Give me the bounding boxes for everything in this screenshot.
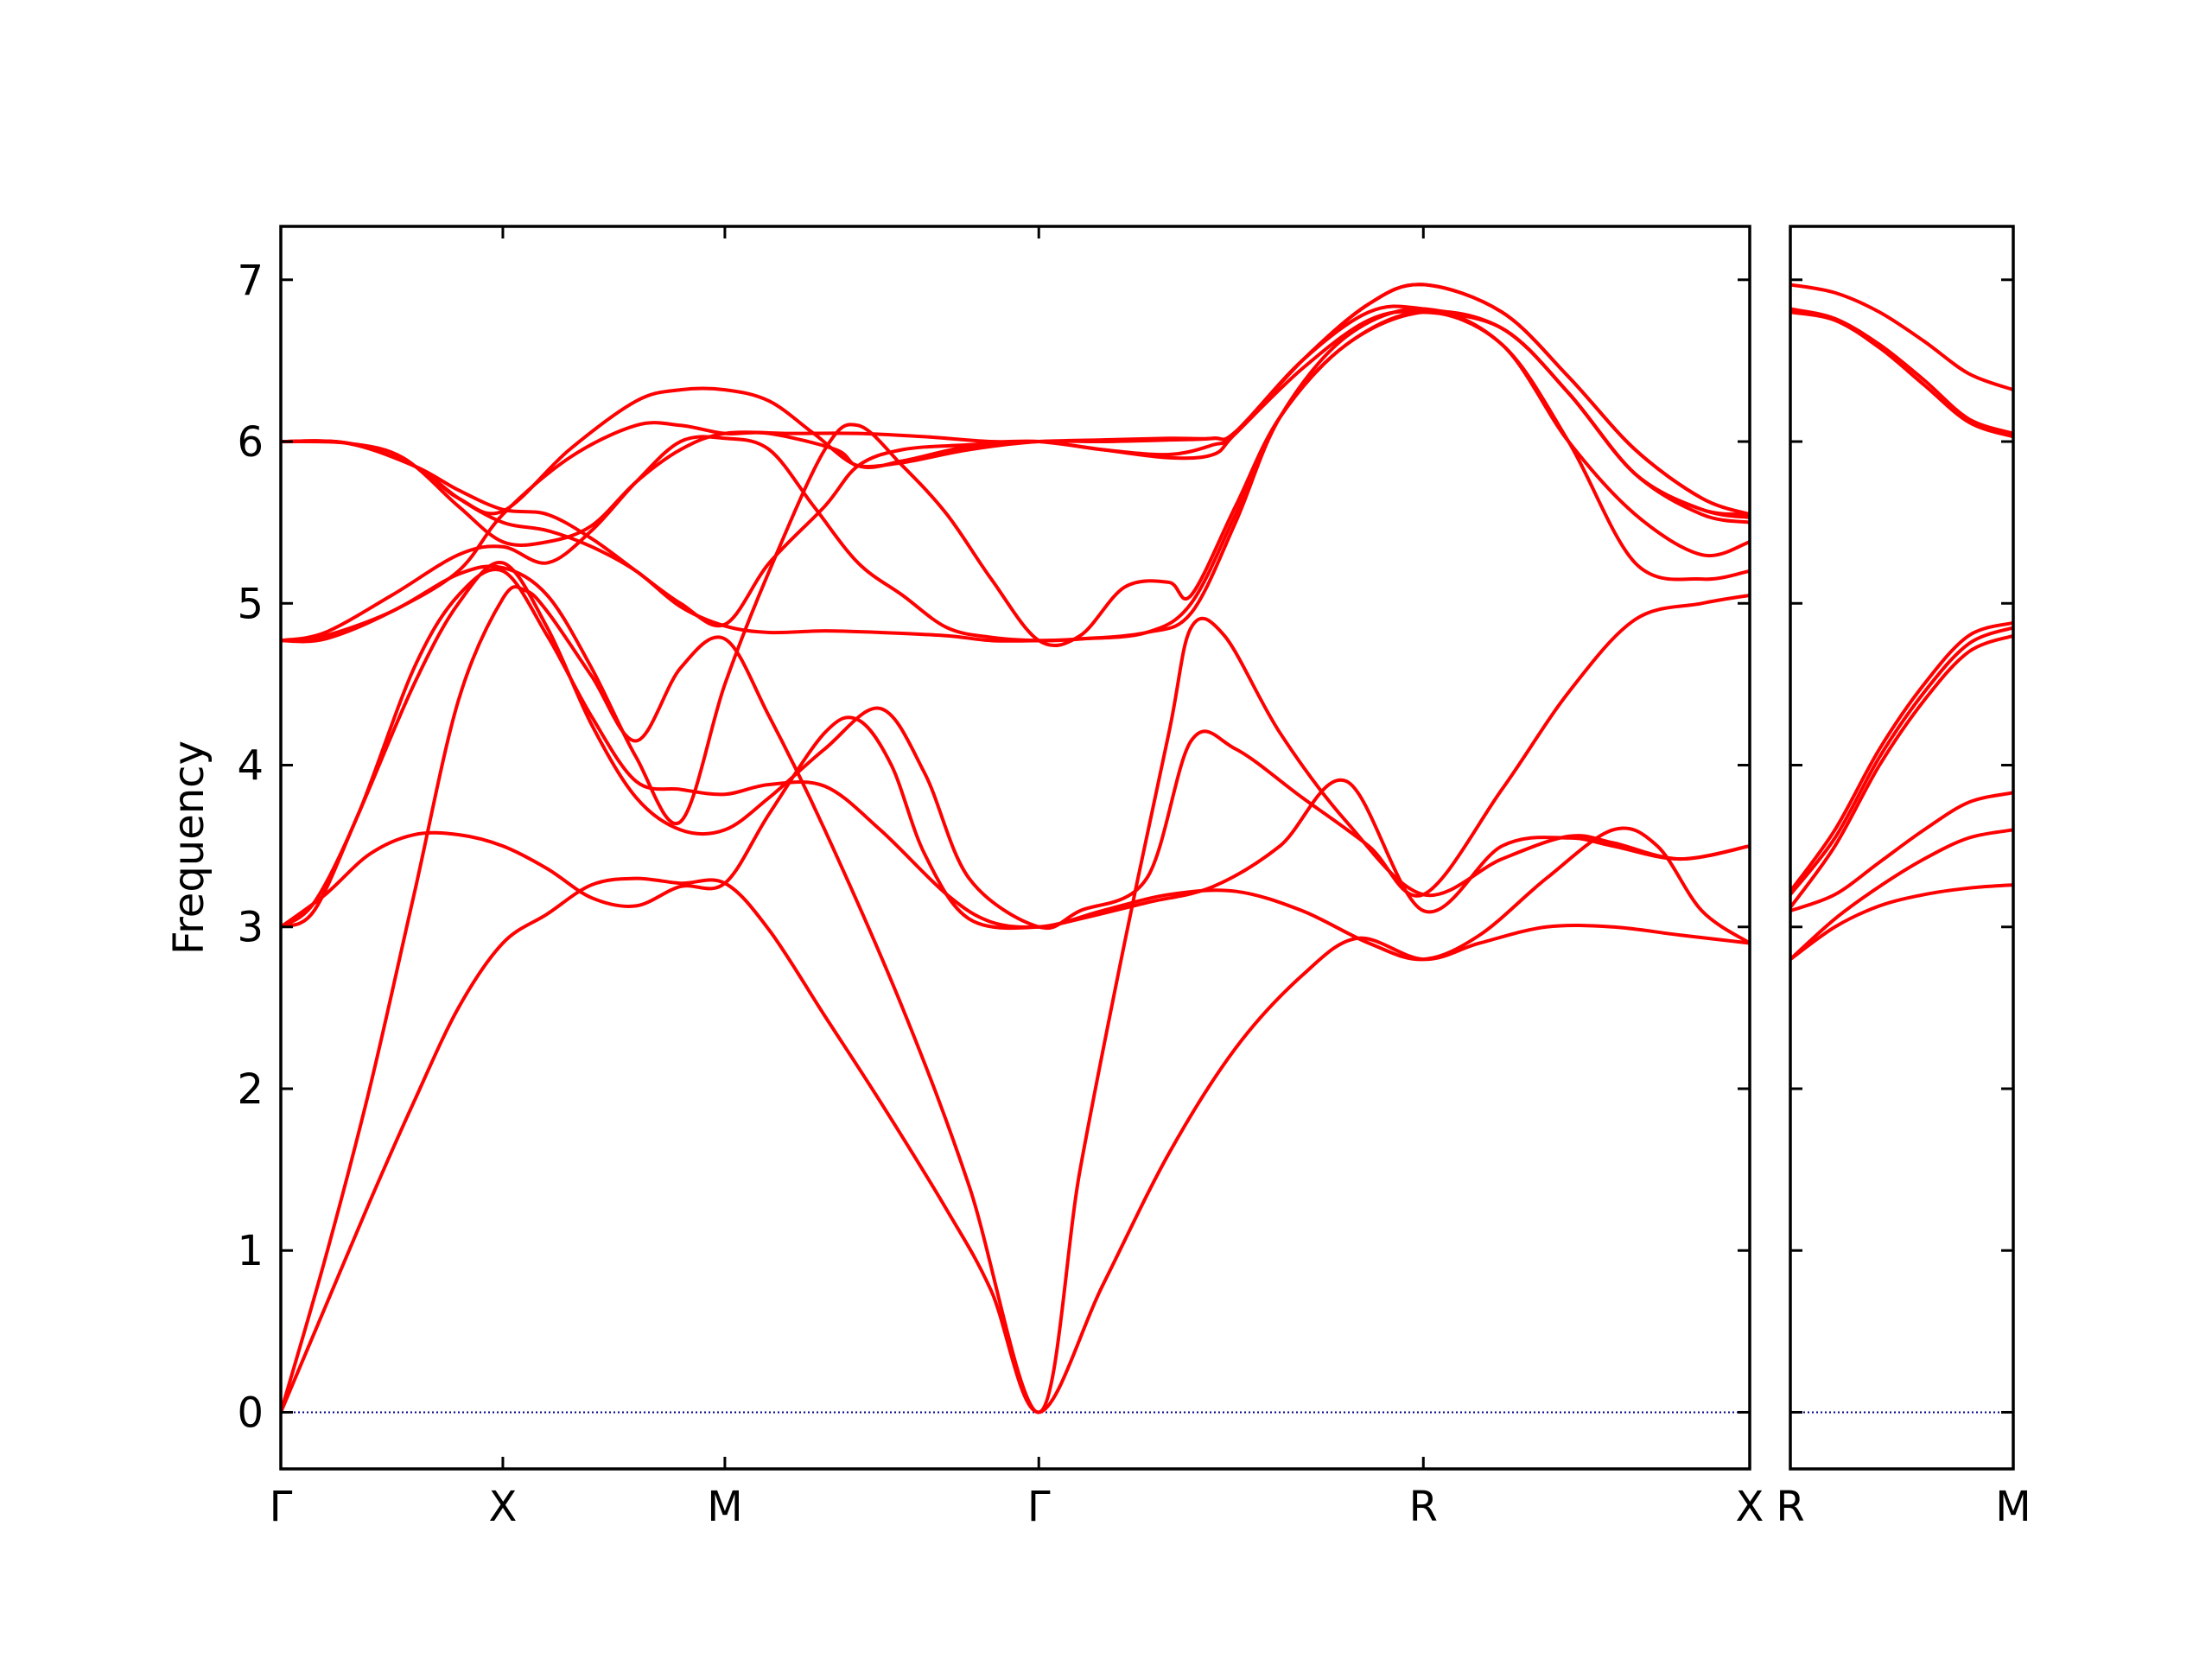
- band-line-1: [281, 876, 1750, 1414]
- y-tick-label: 2: [237, 1065, 264, 1114]
- y-tick-label: 5: [237, 580, 264, 628]
- band-line-9: [1790, 283, 2013, 392]
- band-line-8: [1790, 307, 2013, 435]
- y-tick-label: 1: [237, 1227, 264, 1275]
- band-line-7: [1790, 310, 2013, 439]
- x-tick-label: R: [1409, 1483, 1438, 1531]
- bands: [1790, 283, 2013, 962]
- y-tick-label: 4: [237, 742, 264, 791]
- bands: [281, 283, 1750, 1414]
- band-line-1: [1790, 883, 2013, 962]
- band-line-2: [1790, 828, 2013, 962]
- y-tick-label: 6: [237, 418, 264, 467]
- y-tick-label: 3: [237, 904, 264, 952]
- x-tick-label: Γ: [1027, 1483, 1051, 1531]
- x-tick-label: R: [1776, 1483, 1804, 1531]
- x-tick-label: M: [1995, 1483, 2031, 1531]
- band-line-4: [281, 568, 1750, 930]
- axes-frame: [1789, 225, 2015, 1471]
- x-tick-label: M: [707, 1483, 742, 1531]
- axes-frame: [279, 225, 1751, 1471]
- band-line-11: [281, 304, 1750, 644]
- y-axis-label: Frequency: [165, 741, 213, 955]
- band-line-2: [281, 585, 1750, 1414]
- band-line-8: [281, 309, 1750, 643]
- band-line-7: [281, 307, 1750, 643]
- band-line-3: [281, 715, 1750, 962]
- x-tick-label: X: [489, 1483, 518, 1531]
- band-line-6: [1790, 620, 2013, 893]
- band-line-12: [281, 283, 1750, 517]
- band-line-4: [1790, 633, 2013, 910]
- band-line-5: [281, 561, 1750, 931]
- y-tick-label: 7: [237, 257, 264, 305]
- band-line-5: [1790, 626, 2013, 897]
- x-tick-label: X: [1736, 1483, 1764, 1531]
- x-tick-label: Γ: [270, 1483, 293, 1531]
- band-line-3: [1790, 791, 2013, 913]
- y-tick-label: 0: [237, 1389, 264, 1437]
- left-panel: 0 1 2 3 4 5 6 7 Γ X M Γ R X: [237, 225, 1764, 1531]
